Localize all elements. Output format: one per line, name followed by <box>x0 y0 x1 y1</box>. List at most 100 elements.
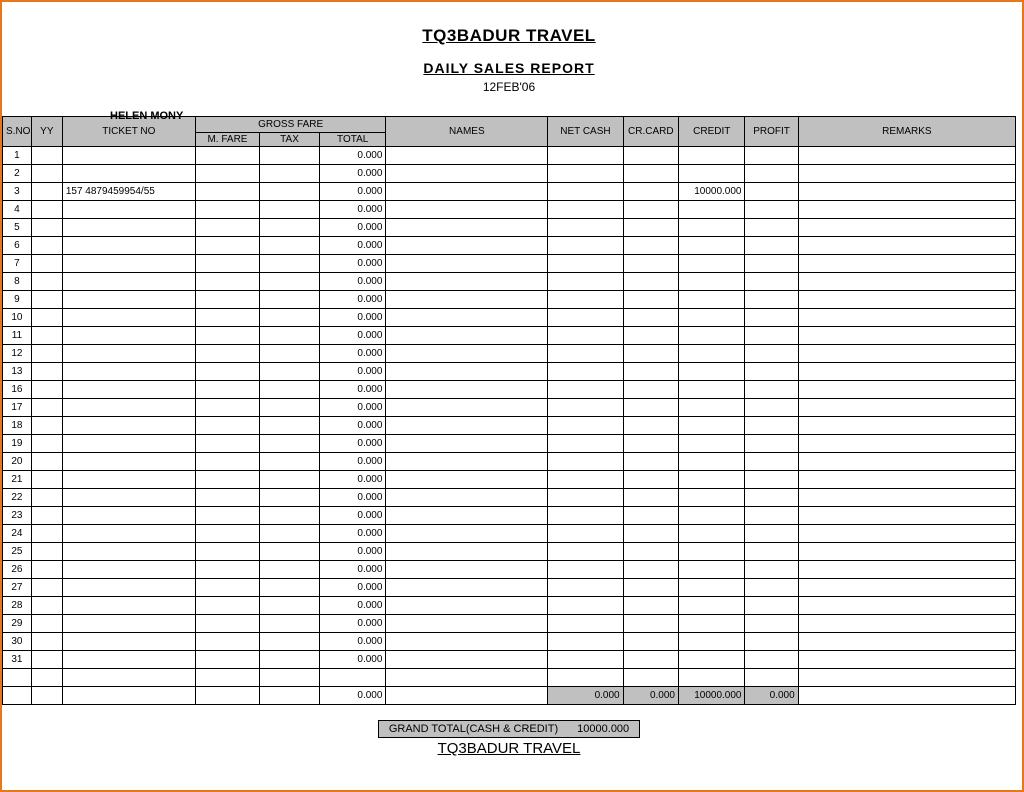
cell-crcard <box>623 633 678 651</box>
cell-mfare <box>195 471 259 489</box>
report-page: TQ3BADUR TRAVEL DAILY SALES REPORT 12FEB… <box>0 0 1024 792</box>
cell-tax <box>260 651 320 669</box>
cell-remarks <box>798 435 1015 453</box>
cell-tax <box>260 489 320 507</box>
cell-netcash <box>548 309 623 327</box>
cell-profit <box>745 273 798 291</box>
cell-sno: 19 <box>3 435 32 453</box>
cell-profit <box>745 597 798 615</box>
cell-names <box>386 309 548 327</box>
cell-remarks <box>798 291 1015 309</box>
cell-ticket-no <box>62 579 195 597</box>
cell-crcard <box>623 435 678 453</box>
cell-sno: 8 <box>3 273 32 291</box>
cell-total: 0.000 <box>319 309 386 327</box>
cell-yy <box>31 345 62 363</box>
cell-blank <box>548 669 623 687</box>
cell-names <box>386 255 548 273</box>
cell-total: 0.000 <box>319 471 386 489</box>
table-row: 100.000 <box>3 309 1016 327</box>
cell-blank <box>260 669 320 687</box>
table-row: 200.000 <box>3 453 1016 471</box>
cell-total: 0.000 <box>319 453 386 471</box>
cell-names <box>386 615 548 633</box>
cell-names <box>386 489 548 507</box>
cell-netcash <box>548 273 623 291</box>
cell-profit <box>745 201 798 219</box>
cell-mfare <box>195 345 259 363</box>
cell-tax <box>260 579 320 597</box>
cell-remarks <box>798 219 1015 237</box>
cell-netcash <box>548 147 623 165</box>
cell-credit <box>679 363 745 381</box>
cell-ticket-no <box>62 633 195 651</box>
cell-sno: 4 <box>3 201 32 219</box>
col-yy: YY <box>31 117 62 147</box>
cell-sno: 9 <box>3 291 32 309</box>
cell-crcard <box>623 651 678 669</box>
cell-credit <box>679 309 745 327</box>
cell-ticket-no <box>62 453 195 471</box>
cell-tax <box>260 201 320 219</box>
cell-netcash <box>548 651 623 669</box>
cell-sno: 6 <box>3 237 32 255</box>
cell-profit <box>745 561 798 579</box>
cell-names <box>386 363 548 381</box>
report-title: DAILY SALES REPORT <box>423 60 594 76</box>
cell-tax <box>260 291 320 309</box>
cell-netcash <box>548 615 623 633</box>
sales-report-table: S.NO YY TICKET NO GROSS FARE NAMES NET C… <box>2 116 1016 705</box>
cell-mfare <box>195 273 259 291</box>
cell-tax <box>260 219 320 237</box>
cell-profit: 0.000 <box>745 687 798 705</box>
cell-sno: 3 <box>3 183 32 201</box>
cell-total: 0.000 <box>319 561 386 579</box>
table-row: 270.000 <box>3 579 1016 597</box>
cell-netcash <box>548 255 623 273</box>
table-row: 290.000 <box>3 615 1016 633</box>
cell-ticket-no <box>62 399 195 417</box>
cell-profit <box>745 255 798 273</box>
cell-tax <box>260 561 320 579</box>
cell-tax <box>260 237 320 255</box>
cell-mfare <box>195 327 259 345</box>
cell-total: 0.000 <box>319 345 386 363</box>
cell-crcard <box>623 273 678 291</box>
cell-credit <box>679 399 745 417</box>
agent-name: HELEN MONY <box>110 110 183 122</box>
cell-credit <box>679 471 745 489</box>
cell-remarks <box>798 201 1015 219</box>
cell-remarks <box>798 345 1015 363</box>
cell-sno: 1 <box>3 147 32 165</box>
cell-netcash <box>548 291 623 309</box>
cell-sno: 7 <box>3 255 32 273</box>
cell-credit <box>679 597 745 615</box>
cell-crcard <box>623 525 678 543</box>
cell-crcard <box>623 165 678 183</box>
cell-mfare <box>195 615 259 633</box>
cell-total: 0.000 <box>319 291 386 309</box>
col-netcash: NET CASH <box>548 117 623 147</box>
cell-blank <box>679 669 745 687</box>
cell-profit <box>745 453 798 471</box>
cell-yy <box>31 561 62 579</box>
cell-netcash <box>548 399 623 417</box>
cell-ticket-no <box>62 687 195 705</box>
cell-sno: 17 <box>3 399 32 417</box>
cell-remarks <box>798 471 1015 489</box>
cell-sno: 12 <box>3 345 32 363</box>
table-row: 180.000 <box>3 417 1016 435</box>
cell-yy <box>31 579 62 597</box>
cell-total: 0.000 <box>319 543 386 561</box>
cell-tax <box>260 417 320 435</box>
cell-profit <box>745 237 798 255</box>
cell-ticket-no <box>62 147 195 165</box>
cell-remarks <box>798 327 1015 345</box>
cell-netcash <box>548 525 623 543</box>
cell-crcard <box>623 615 678 633</box>
cell-remarks <box>798 453 1015 471</box>
cell-remarks <box>798 489 1015 507</box>
cell-credit <box>679 489 745 507</box>
cell-yy <box>31 651 62 669</box>
cell-yy <box>31 255 62 273</box>
